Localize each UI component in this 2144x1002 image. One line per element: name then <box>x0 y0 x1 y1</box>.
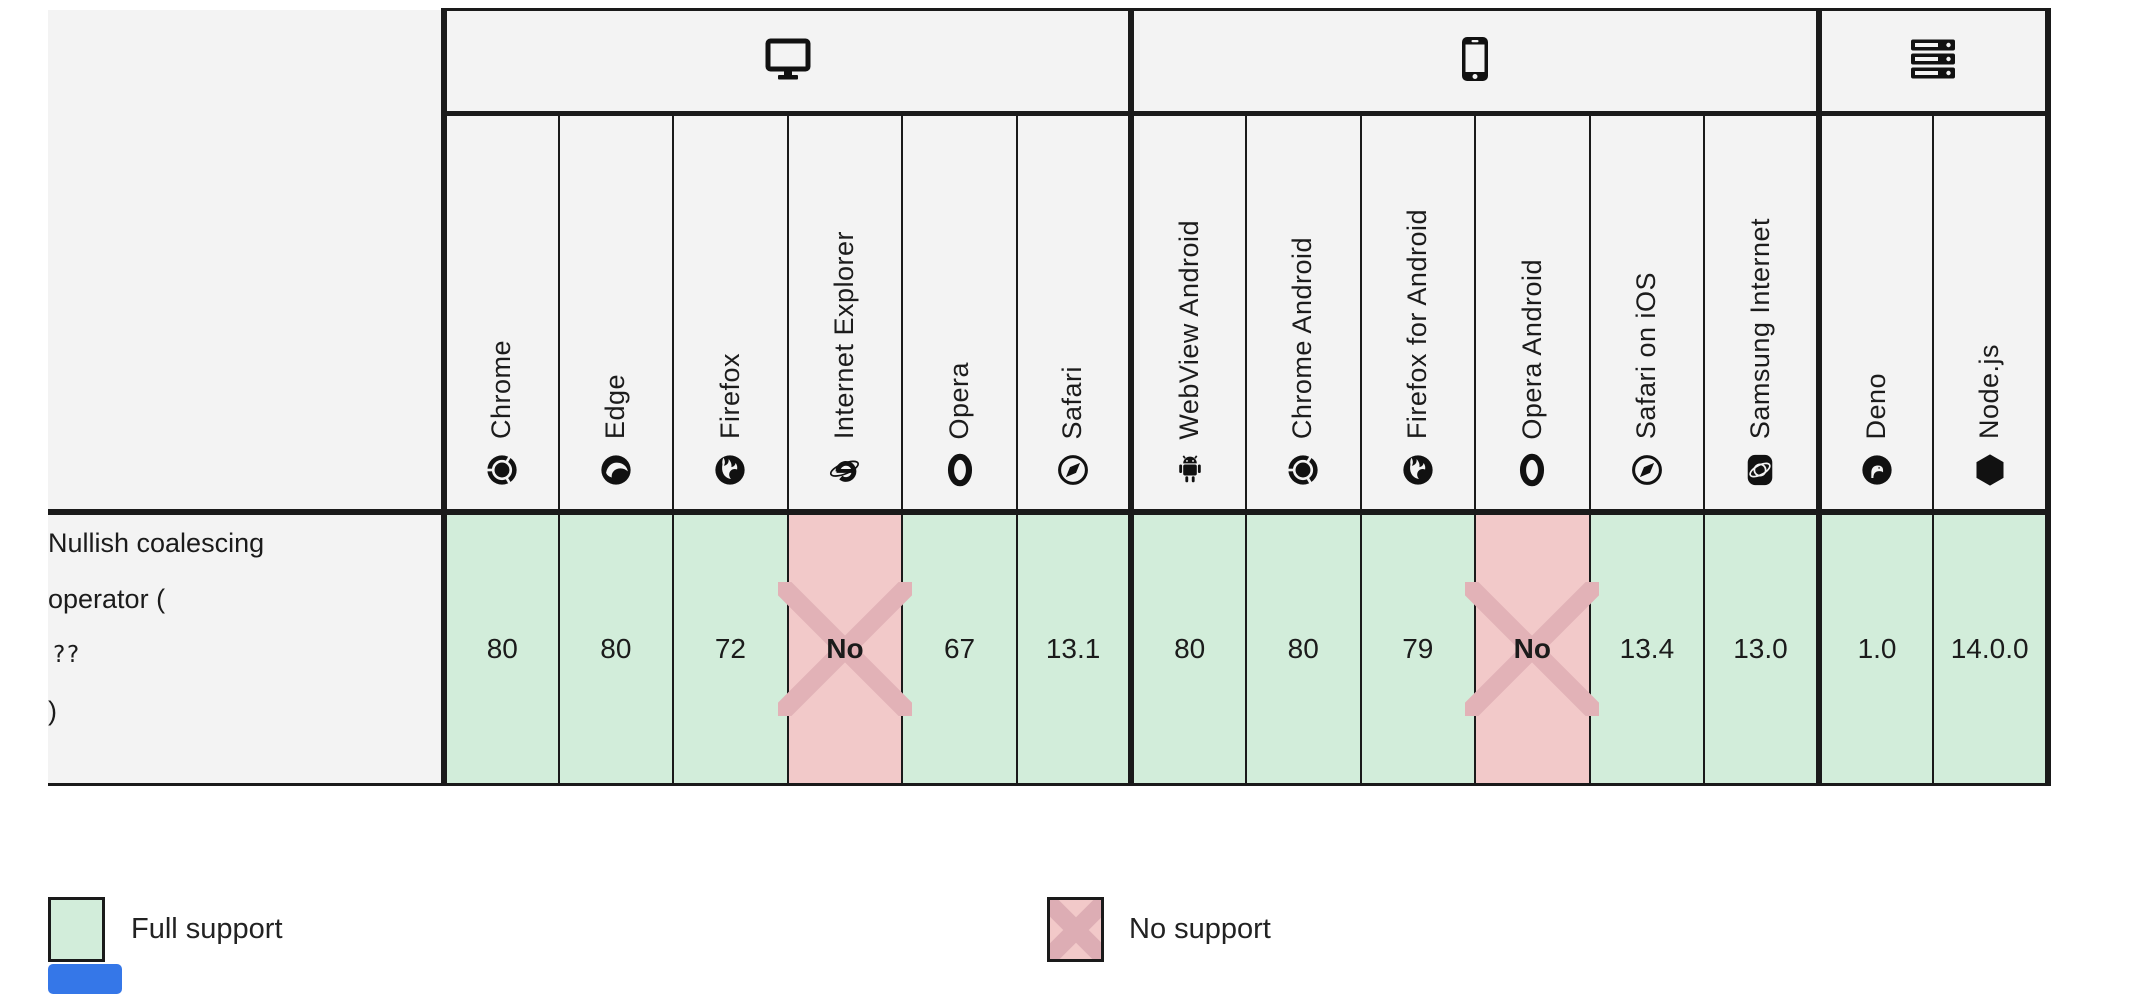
group-header-desktop <box>440 8 1132 116</box>
deno-icon <box>1860 453 1894 487</box>
column-header-firefox: Firefox <box>672 113 788 515</box>
support-cell-chrome[interactable]: 80 <box>441 511 559 786</box>
support-cell-edge[interactable]: 80 <box>557 511 674 786</box>
feature-support-row: Nullish coalescing operator ( ?? ) 80 80… <box>48 511 2051 786</box>
partial-blue-button[interactable] <box>48 964 122 994</box>
browser-name-label: Internet Explorer <box>829 231 860 440</box>
support-cell-opera[interactable]: 67 <box>901 511 1017 786</box>
chrome-icon <box>1286 453 1320 487</box>
group-header-server <box>1815 8 2052 116</box>
browser-name-label: Node.js <box>1973 344 2004 440</box>
platform-icon-row <box>48 8 2052 515</box>
support-cell-safari[interactable]: 13.1 <box>1015 511 1132 786</box>
desktop-icon <box>765 36 811 82</box>
browser-name-label: Chrome <box>486 340 517 440</box>
edge-icon <box>599 453 633 487</box>
server-icon <box>1910 39 1956 79</box>
opera-icon <box>1515 453 1549 487</box>
column-header-nodejs: Node.js <box>1932 113 2051 515</box>
support-cell-safari-ios[interactable]: 13.4 <box>1588 511 1705 786</box>
support-cell-deno[interactable]: 1.0 <box>1815 511 1934 786</box>
legend-no-support-label: No support <box>1129 913 1271 945</box>
browser-name-label: Deno <box>1861 372 1892 440</box>
browser-name-label: Safari on iOS <box>1631 272 1662 440</box>
feature-name-line: operator ( <box>48 583 166 614</box>
nodejs-icon <box>1973 453 2007 487</box>
browser-name-label: Safari <box>1057 365 1088 440</box>
feature-code: ?? <box>52 641 80 668</box>
browser-name-label: WebView Android <box>1173 219 1204 440</box>
support-cell-firefox-android[interactable]: 79 <box>1359 511 1476 786</box>
feature-name-cell: Nullish coalescing operator ( ?? ) <box>48 511 444 786</box>
firefox-icon <box>713 453 747 487</box>
support-cell-webview-android[interactable]: 80 <box>1128 511 1246 786</box>
legend-full-support-label: Full support <box>131 913 283 945</box>
safari-icon <box>1630 453 1664 487</box>
legend-full-support-swatch <box>48 897 105 962</box>
column-header-deno: Deno <box>1815 113 1934 515</box>
column-header-chrome: Chrome <box>441 113 559 515</box>
firefox-icon <box>1401 453 1435 487</box>
browser-name-label: Opera <box>943 361 974 440</box>
column-header-webview-android: WebView Android <box>1128 113 1246 515</box>
support-cell-chrome-android[interactable]: 80 <box>1244 511 1361 786</box>
browser-name-label: Samsung Internet <box>1744 218 1775 440</box>
column-header-chrome-android: Chrome Android <box>1244 113 1361 515</box>
chrome-icon <box>485 453 519 487</box>
column-header-opera-android: Opera Android <box>1474 113 1590 515</box>
android-robot-icon <box>1173 453 1207 487</box>
support-cell-nodejs[interactable]: 14.0.0 <box>1932 511 2051 786</box>
feature-name-line: Nullish coalescing <box>48 527 265 558</box>
column-header-samsung-internet: Samsung Internet <box>1703 113 1819 515</box>
opera-icon <box>943 453 977 487</box>
column-header-edge: Edge <box>557 113 674 515</box>
internet-explorer-icon <box>828 453 862 487</box>
safari-icon <box>1056 453 1090 487</box>
browser-name-label: Edge <box>600 374 630 440</box>
support-cell-opera-android[interactable]: No <box>1465 511 1600 786</box>
column-header-internet-explorer: Internet Explorer <box>786 113 903 515</box>
browser-name-label: Chrome Android <box>1287 237 1318 440</box>
column-header-safari-ios: Safari on iOS <box>1588 113 1705 515</box>
browser-header-row: Chrome Edge Firefox Internet Explorer Op… <box>48 113 2051 515</box>
browser-compat-table: Chrome Edge Firefox Internet Explorer Op… <box>48 8 2052 786</box>
browser-name-label: Firefox for Android <box>1401 209 1432 440</box>
column-header-firefox-android: Firefox for Android <box>1359 113 1476 515</box>
support-cell-samsung-internet[interactable]: 13.0 <box>1703 511 1819 786</box>
group-header-mobile <box>1128 8 1819 116</box>
feature-name-line: ) <box>48 695 57 726</box>
mobile-phone-icon <box>1461 36 1489 82</box>
legend-no-support-swatch <box>1047 897 1104 962</box>
browser-name-label: Firefox <box>714 353 745 440</box>
feature-header-spacer <box>48 9 447 515</box>
samsung-internet-icon <box>1743 453 1777 487</box>
column-header-opera: Opera <box>901 113 1017 515</box>
column-header-safari: Safari <box>1015 113 1132 515</box>
support-cell-firefox[interactable]: 72 <box>672 511 788 786</box>
browser-name-label: Opera Android <box>1516 258 1547 440</box>
support-cell-internet-explorer[interactable]: No <box>777 511 912 786</box>
